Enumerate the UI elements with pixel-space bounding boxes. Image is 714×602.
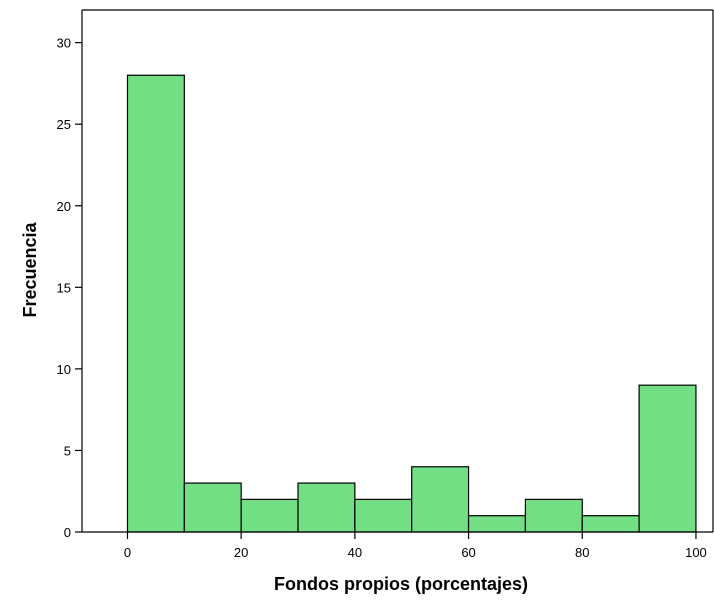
histogram-bar-60-70 bbox=[467, 515, 527, 533]
histogram-bar-90-100 bbox=[638, 384, 697, 533]
y-tick-label-25: 25 bbox=[57, 117, 71, 132]
y-tick-label-0: 0 bbox=[64, 525, 71, 540]
y-tick-label-20: 20 bbox=[57, 199, 71, 214]
histogram-bar-70-80 bbox=[524, 498, 583, 533]
x-axis-title: Fondos propios (porcentajes) bbox=[274, 574, 528, 594]
histogram-bar-20-30 bbox=[240, 498, 299, 533]
x-tick-label-20: 20 bbox=[234, 545, 248, 560]
x-tick-label-40: 40 bbox=[348, 545, 362, 560]
y-axis-title: Frecuencia bbox=[20, 221, 40, 317]
x-tick-label-60: 60 bbox=[461, 545, 475, 560]
ticks-layer: 0 5 10 15 20 25 30 0 20 40 60 80 100 bbox=[57, 36, 707, 560]
x-tick-label-0: 0 bbox=[124, 545, 131, 560]
histogram-bar-0-10 bbox=[126, 74, 185, 533]
histogram-bar-10-20 bbox=[183, 482, 242, 533]
histogram-bar-50-60 bbox=[411, 466, 470, 533]
x-tick-label-100: 100 bbox=[685, 545, 707, 560]
y-tick-label-10: 10 bbox=[57, 362, 71, 377]
histogram-bar-40-50 bbox=[354, 498, 413, 533]
y-tick-label-15: 15 bbox=[57, 280, 71, 295]
y-tick-label-5: 5 bbox=[64, 443, 71, 458]
bars-layer bbox=[126, 74, 697, 533]
axes-layer bbox=[81, 9, 714, 533]
histogram-bar-30-40 bbox=[297, 482, 356, 533]
x-tick-label-80: 80 bbox=[575, 545, 589, 560]
y-tick-label-30: 30 bbox=[57, 36, 71, 51]
histogram-bar-80-90 bbox=[581, 515, 640, 533]
